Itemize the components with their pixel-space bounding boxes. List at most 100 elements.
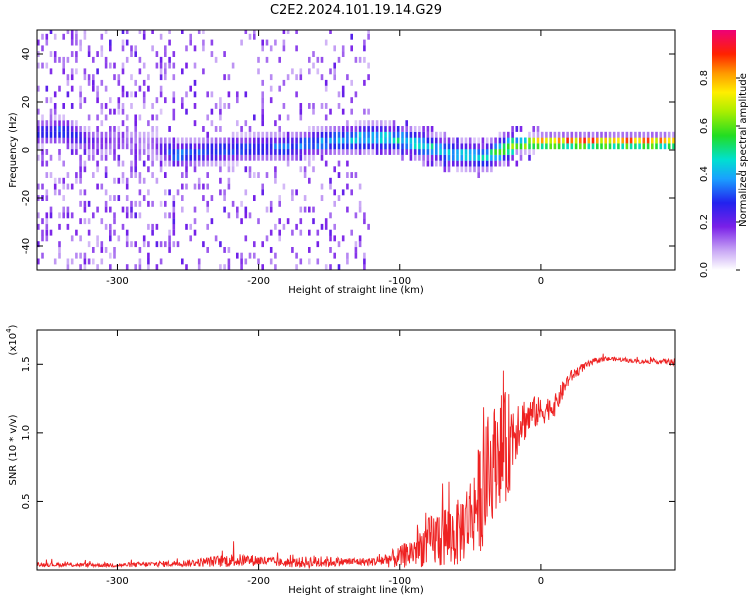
heatmap-cell — [181, 143, 184, 150]
heatmap-cell — [261, 241, 264, 248]
heatmap-cell — [519, 126, 523, 132]
heatmap-cell — [295, 74, 298, 81]
heatmap-cell — [337, 56, 341, 63]
heatmap-cell — [367, 149, 370, 155]
heatmap-cell — [189, 235, 192, 242]
heatmap-cell — [236, 160, 239, 167]
heatmap-cell — [202, 241, 205, 248]
heatmap-cell — [435, 149, 438, 155]
heatmap-cell — [138, 154, 142, 161]
heatmap-cell — [248, 252, 252, 259]
heatmap-cell — [617, 131, 620, 138]
heatmap-cell — [176, 137, 180, 144]
heatmap-cell — [168, 189, 171, 196]
heatmap-cell — [341, 131, 345, 138]
heatmap-cell — [494, 154, 497, 161]
heatmap-cell — [176, 149, 180, 155]
heatmap-cell — [155, 97, 159, 104]
heatmap-cell — [329, 229, 332, 236]
heatmap-cell — [460, 154, 464, 161]
heatmap-cell — [367, 223, 370, 230]
heatmap-cell — [274, 39, 277, 46]
heatmap-cell — [371, 126, 375, 132]
heatmap-cell — [79, 137, 82, 144]
x-tick-label: 0 — [538, 276, 544, 287]
heatmap-cell — [202, 160, 205, 167]
heatmap-cell — [113, 62, 116, 69]
heatmap-cell — [223, 137, 226, 144]
heatmap-cell — [439, 160, 442, 167]
heatmap-cell — [341, 189, 345, 196]
heatmap-cell — [324, 137, 328, 144]
heatmap-cell — [134, 166, 137, 173]
heatmap-cell — [265, 143, 269, 150]
heatmap-cell — [409, 143, 413, 150]
heatmap-cell — [147, 166, 150, 173]
heatmap-cell — [333, 200, 336, 207]
heatmap-cell — [210, 108, 214, 115]
heatmap-cell — [278, 114, 281, 121]
heatmap-cell — [58, 137, 61, 144]
heatmap-cell — [219, 103, 222, 109]
heatmap-cell — [172, 62, 176, 69]
heatmap-cell — [396, 126, 400, 132]
heatmap-cell — [45, 218, 49, 225]
heatmap-cell — [121, 160, 125, 167]
heatmap-cell — [253, 143, 256, 150]
heatmap-cell — [612, 131, 616, 138]
heatmap-cell — [155, 126, 159, 132]
heatmap-cell — [113, 137, 116, 144]
heatmap-cell — [562, 143, 565, 150]
heatmap-cell — [155, 131, 159, 138]
heatmap-cell — [460, 149, 464, 155]
heatmap-cell — [324, 103, 328, 109]
heatmap-cell — [104, 30, 108, 34]
heatmap-cell — [413, 149, 417, 155]
heatmap-cell — [371, 137, 375, 144]
heatmap-cell — [583, 137, 586, 144]
heatmap-cell — [269, 131, 273, 138]
heatmap-cell — [536, 126, 540, 132]
heatmap-cell — [109, 143, 112, 150]
heatmap-cell — [181, 68, 184, 75]
heatmap-cell — [333, 137, 336, 144]
heatmap-cell — [79, 143, 82, 150]
heatmap-cell — [498, 149, 502, 155]
heatmap-cell — [468, 137, 472, 144]
heatmap-cell — [168, 143, 171, 150]
heatmap-cell — [388, 137, 392, 144]
heatmap-cell — [422, 154, 425, 161]
heatmap-cell — [274, 120, 277, 127]
heatmap-cell — [324, 143, 328, 150]
heatmap-cell — [49, 131, 53, 138]
heatmap-cell — [236, 131, 239, 138]
heatmap-cell — [172, 160, 176, 167]
heatmap-cell — [253, 195, 256, 201]
heatmap-cell — [227, 258, 231, 265]
heatmap-cell — [100, 79, 104, 86]
heatmap-cell — [253, 30, 256, 34]
heatmap-cell — [53, 103, 57, 109]
heatmap-cell — [452, 143, 455, 150]
heatmap-cell — [121, 172, 125, 178]
heatmap-cell — [62, 160, 65, 167]
heatmap-cell — [189, 143, 192, 150]
heatmap-cell — [206, 91, 209, 98]
heatmap-cell — [295, 223, 298, 230]
x-tick-label: -100 — [388, 276, 411, 287]
heatmap-cell — [371, 131, 375, 138]
heatmap-cell — [405, 149, 408, 155]
heatmap-cell — [515, 160, 519, 167]
heatmap-cell — [401, 131, 404, 138]
heatmap-cell — [346, 183, 349, 190]
heatmap-cell — [109, 108, 112, 115]
heatmap-cell — [159, 258, 163, 265]
heatmap-cell — [147, 143, 150, 150]
heatmap-cell — [231, 62, 235, 69]
colorbar-tick-label: 0.0 — [699, 262, 710, 278]
heatmap-cell — [346, 258, 349, 265]
heatmap-cell — [236, 91, 239, 98]
heatmap-cell — [181, 154, 184, 161]
heatmap-cell — [113, 252, 116, 259]
heatmap-cell — [295, 264, 298, 270]
